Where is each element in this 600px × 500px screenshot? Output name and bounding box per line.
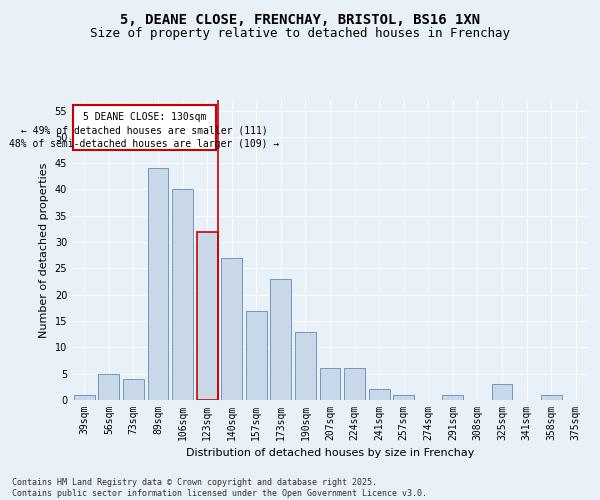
Bar <box>221 258 242 400</box>
Bar <box>541 394 562 400</box>
Bar <box>368 390 389 400</box>
Text: ← 49% of detached houses are smaller (111): ← 49% of detached houses are smaller (11… <box>21 126 268 136</box>
Bar <box>148 168 169 400</box>
Bar <box>98 374 119 400</box>
Bar <box>320 368 340 400</box>
Bar <box>246 310 267 400</box>
Text: Size of property relative to detached houses in Frenchay: Size of property relative to detached ho… <box>90 28 510 40</box>
Text: 5 DEANE CLOSE: 130sqm: 5 DEANE CLOSE: 130sqm <box>83 112 206 122</box>
Y-axis label: Number of detached properties: Number of detached properties <box>39 162 49 338</box>
Bar <box>295 332 316 400</box>
Text: 5, DEANE CLOSE, FRENCHAY, BRISTOL, BS16 1XN: 5, DEANE CLOSE, FRENCHAY, BRISTOL, BS16 … <box>120 12 480 26</box>
Bar <box>491 384 512 400</box>
Bar <box>172 190 193 400</box>
Text: 48% of semi-detached houses are larger (109) →: 48% of semi-detached houses are larger (… <box>10 139 280 149</box>
Bar <box>74 394 95 400</box>
Bar <box>197 232 218 400</box>
X-axis label: Distribution of detached houses by size in Frenchay: Distribution of detached houses by size … <box>186 448 474 458</box>
Bar <box>123 379 144 400</box>
Text: Contains HM Land Registry data © Crown copyright and database right 2025.
Contai: Contains HM Land Registry data © Crown c… <box>12 478 427 498</box>
Bar <box>393 394 414 400</box>
Bar <box>344 368 365 400</box>
Bar <box>442 394 463 400</box>
Bar <box>271 279 292 400</box>
FancyBboxPatch shape <box>73 106 216 150</box>
